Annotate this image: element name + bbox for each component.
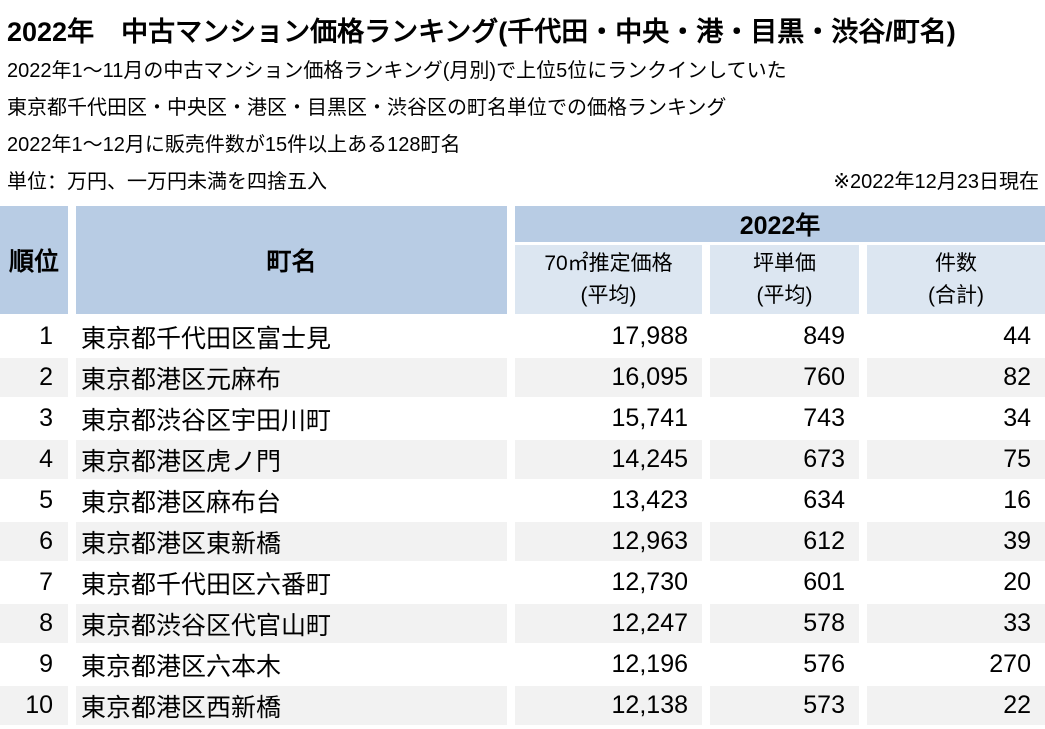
rank-cell: 10 (0, 686, 76, 727)
note-line-1: 2022年1～11月の中古マンション価格ランキング(月別)で上位5位にランクイン… (7, 60, 787, 82)
count-cell: 22 (867, 686, 1045, 727)
price-cell: 12,730 (515, 563, 710, 604)
unit-price-cell: 849 (710, 317, 867, 358)
rank-cell: 6 (0, 522, 76, 563)
unit-price-cell: 578 (710, 604, 867, 645)
header-row-sub: 70㎡推定価格 (平均) 坪単価 (平均) 件数 (合計) (0, 245, 1045, 317)
rank-cell: 1 (0, 317, 76, 358)
header-rank: 順位 (0, 206, 76, 317)
table-row: 5 東京都港区麻布台 13,423 634 16 (0, 481, 1045, 522)
price-cell: 13,423 (515, 481, 710, 522)
subheader-price-line2: (平均) (580, 283, 637, 307)
count-cell: 33 (867, 604, 1045, 645)
table-row: 3 東京都渋谷区宇田川町 15,741 743 34 (0, 399, 1045, 440)
unit-note: 単位：万円、一万円未満を四捨五入 (7, 171, 327, 193)
rank-cell: 9 (0, 645, 76, 686)
count-cell: 270 (867, 645, 1045, 686)
table-row: 1 東京都千代田区富士見 17,988 849 44 (0, 317, 1045, 358)
rank-cell: 7 (0, 563, 76, 604)
subheader-count-line1: 件数 (935, 251, 977, 275)
ranking-table: 順位 町名 2022年 70㎡推定価格 (平均) 坪単価 (平均) 件数 (合計… (0, 206, 1045, 727)
count-cell: 82 (867, 358, 1045, 399)
count-cell: 75 (867, 440, 1045, 481)
unit-price-cell: 634 (710, 481, 867, 522)
header-town: 町名 (76, 206, 515, 317)
unit-price-cell: 576 (710, 645, 867, 686)
unit-price-cell: 760 (710, 358, 867, 399)
table-row: 6 東京都港区東新橋 12,963 612 39 (0, 522, 1045, 563)
price-cell: 15,741 (515, 399, 710, 440)
town-cell: 東京都港区六本木 (76, 645, 515, 686)
table-row: 10 東京都港区西新橋 12,138 573 22 (0, 686, 1045, 727)
price-cell: 14,245 (515, 440, 710, 481)
subheader-count-line2: (合計) (928, 283, 984, 307)
price-cell: 12,138 (515, 686, 710, 727)
subheader-unit-price-line2: (平均) (756, 283, 813, 307)
town-cell: 東京都港区東新橋 (76, 522, 515, 563)
subheader-price: 70㎡推定価格 (平均) (515, 245, 710, 317)
subheader-count: 件数 (合計) (867, 245, 1045, 317)
header-year-group: 2022年 (515, 206, 1045, 245)
table-row: 8 東京都渋谷区代官山町 12,247 578 33 (0, 604, 1045, 645)
unit-price-cell: 601 (710, 563, 867, 604)
date-note: ※2022年12月23日現在 (833, 171, 1039, 193)
unit-price-cell: 573 (710, 686, 867, 727)
count-cell: 44 (867, 317, 1045, 358)
subheader-price-line1: 70㎡推定価格 (544, 251, 673, 275)
town-cell: 東京都港区西新橋 (76, 686, 515, 727)
count-cell: 34 (867, 399, 1045, 440)
town-cell: 東京都千代田区六番町 (76, 563, 515, 604)
rank-cell: 8 (0, 604, 76, 645)
header-row-group: 順位 町名 2022年 (0, 206, 1045, 317)
rank-cell: 2 (0, 358, 76, 399)
unit-price-cell: 673 (710, 440, 867, 481)
count-cell: 16 (867, 481, 1045, 522)
count-cell: 20 (867, 563, 1045, 604)
town-cell: 東京都港区元麻布 (76, 358, 515, 399)
town-cell: 東京都港区麻布台 (76, 481, 515, 522)
count-cell: 39 (867, 522, 1045, 563)
rank-cell: 3 (0, 399, 76, 440)
town-cell: 東京都渋谷区宇田川町 (76, 399, 515, 440)
price-cell: 12,247 (515, 604, 710, 645)
page-title: 2022年 中古マンション価格ランキング(千代田・中央・港・目黒・渋谷/町名) (7, 17, 956, 47)
town-cell: 東京都港区虎ノ門 (76, 440, 515, 481)
table-row: 9 東京都港区六本木 12,196 576 270 (0, 645, 1045, 686)
rank-cell: 4 (0, 440, 76, 481)
price-cell: 12,963 (515, 522, 710, 563)
unit-price-cell: 612 (710, 522, 867, 563)
note-line-2: 東京都千代田区・中央区・港区・目黒区・渋谷区の町名単位での価格ランキング (7, 97, 727, 119)
price-cell: 17,988 (515, 317, 710, 358)
note-line-3: 2022年1～12月に販売件数が15件以上ある128町名 (7, 134, 461, 156)
subheader-unit-price: 坪単価 (平均) (710, 245, 867, 317)
unit-row: 単位：万円、一万円未満を四捨五入 ※2022年12月23日現在 (0, 164, 1045, 201)
table-row: 4 東京都港区虎ノ門 14,245 673 75 (0, 440, 1045, 481)
price-cell: 12,196 (515, 645, 710, 686)
rank-cell: 5 (0, 481, 76, 522)
price-cell: 16,095 (515, 358, 710, 399)
subheader-unit-price-line1: 坪単価 (753, 251, 816, 275)
town-cell: 東京都千代田区富士見 (76, 317, 515, 358)
unit-price-cell: 743 (710, 399, 867, 440)
town-cell: 東京都渋谷区代官山町 (76, 604, 515, 645)
table-row: 7 東京都千代田区六番町 12,730 601 20 (0, 563, 1045, 604)
table-row: 2 東京都港区元麻布 16,095 760 82 (0, 358, 1045, 399)
